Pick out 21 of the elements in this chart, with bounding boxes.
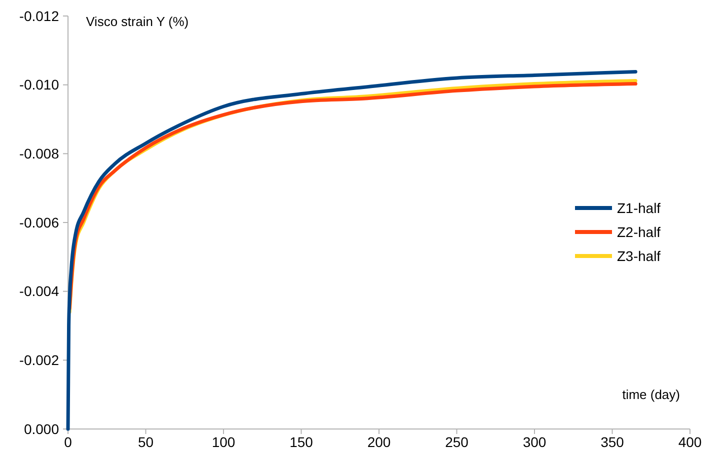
legend-label: Z3-half (617, 248, 661, 264)
x-tick-label: 200 (367, 434, 391, 450)
y-tick-label: -0.010 (19, 76, 60, 93)
y-tick-label: -0.006 (19, 214, 60, 230)
y-tick-label: -0.002 (19, 352, 60, 368)
legend-label: Z1-half (617, 200, 661, 216)
x-tick-label: 50 (138, 434, 154, 450)
y-tick-label: -0.004 (19, 283, 60, 300)
legend-label: Z2-half (617, 224, 661, 240)
x-axis-title: time (day) (622, 387, 680, 402)
y-axis-title: Visco strain Y (%) (86, 14, 189, 29)
x-tick-label: 400 (678, 434, 702, 450)
x-tick-label: 350 (600, 434, 624, 450)
x-tick-label: 250 (445, 434, 469, 450)
x-tick-label: 150 (290, 434, 314, 450)
x-tick-label: 0 (64, 434, 72, 450)
y-tick-label: -0.012 (19, 8, 60, 24)
y-tick-label: -0.008 (19, 146, 60, 162)
y-tick-label: 0.000 (24, 420, 60, 437)
x-tick-label: 100 (212, 434, 236, 450)
x-tick-label: 300 (522, 434, 546, 450)
